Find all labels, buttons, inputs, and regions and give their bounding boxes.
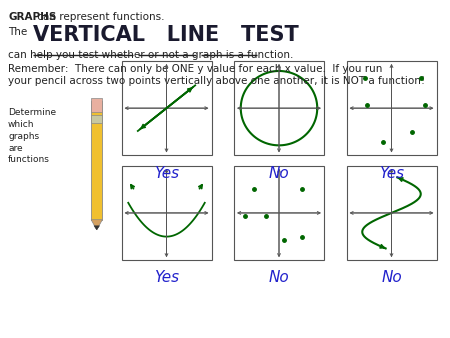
Bar <box>234 166 324 260</box>
Bar <box>122 166 212 260</box>
Polygon shape <box>94 226 99 230</box>
Bar <box>234 61 324 155</box>
Bar <box>91 115 103 123</box>
Text: Yes: Yes <box>154 166 179 180</box>
Text: No: No <box>269 166 289 180</box>
Text: your pencil across two points vertically above one another, it is NOT a function: your pencil across two points vertically… <box>8 76 425 86</box>
Bar <box>91 98 103 112</box>
Text: Yes: Yes <box>154 270 179 285</box>
Text: Remember:  There can only be ONE y value for each x value.  If you run: Remember: There can only be ONE y value … <box>8 64 382 74</box>
Text: No: No <box>269 270 289 285</box>
Text: VERTICAL   LINE   TEST: VERTICAL LINE TEST <box>33 25 299 45</box>
Text: Yes: Yes <box>379 166 404 180</box>
Bar <box>122 61 212 155</box>
Text: can help you test whether or not a graph is a function.: can help you test whether or not a graph… <box>8 50 293 60</box>
Bar <box>346 166 436 260</box>
FancyBboxPatch shape <box>91 101 102 220</box>
Bar <box>346 61 436 155</box>
Polygon shape <box>91 220 103 230</box>
Text: GRAPHS: GRAPHS <box>8 12 57 22</box>
Text: can represent functions.: can represent functions. <box>34 12 165 22</box>
Text: The: The <box>8 27 31 37</box>
Text: Determine
which
graphs
are
functions: Determine which graphs are functions <box>8 108 56 164</box>
Text: No: No <box>381 270 402 285</box>
